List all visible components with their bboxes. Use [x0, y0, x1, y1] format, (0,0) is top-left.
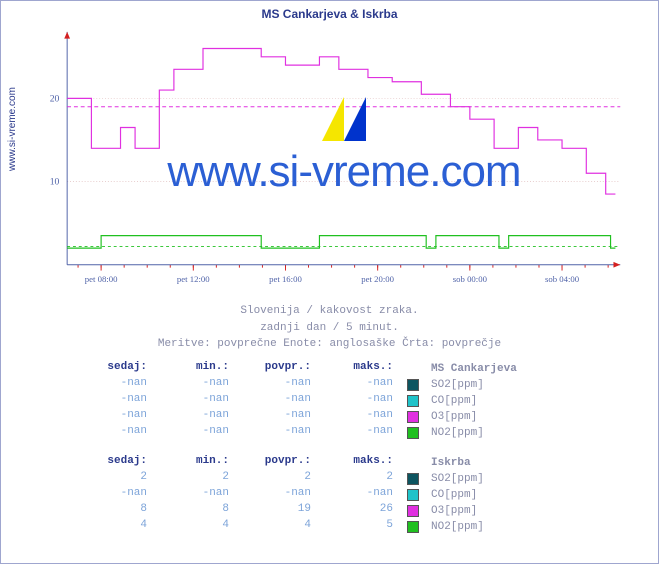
caption-line: Meritve: povprečne Enote: anglosaške Črt… — [1, 336, 658, 353]
stat-value: -nan — [235, 487, 317, 503]
svg-text:pet 16:00: pet 16:00 — [269, 274, 302, 284]
plot-area: 1020pet 08:00pet 12:00pet 16:00pet 20:00… — [59, 27, 629, 267]
color-swatch — [407, 411, 419, 423]
stat-value: -nan — [235, 425, 317, 441]
station-name: MS Cankarjeva — [425, 361, 523, 377]
svg-text:10: 10 — [50, 176, 60, 187]
stat-value: -nan — [153, 409, 235, 425]
svg-text:pet 20:00: pet 20:00 — [361, 274, 394, 284]
stat-value: 4 — [235, 519, 317, 535]
stat-value: 4 — [71, 519, 153, 535]
table-row: 881926O3[ppm] — [71, 503, 490, 519]
stat-value: -nan — [235, 409, 317, 425]
stat-value: -nan — [71, 377, 153, 393]
stats-table: sedaj:min.:povpr.:maks.:Iskrba2222SO2[pp… — [71, 455, 490, 535]
stats-table: sedaj:min.:povpr.:maks.: MS Cankarjeva -na… — [71, 361, 523, 441]
stat-value: 2 — [317, 471, 399, 487]
table-row: -nan-nan-nan-nanNO2[ppm] — [71, 425, 523, 441]
caption-line: zadnji dan / 5 minut. — [1, 320, 658, 337]
stats-tables: sedaj:min.:povpr.:maks.:MS Cankarjeva-na… — [71, 361, 523, 549]
color-swatch — [407, 379, 419, 391]
color-swatch — [407, 427, 419, 439]
col-header: povpr.: — [235, 455, 317, 471]
stat-value: -nan — [235, 393, 317, 409]
stat-value: 2 — [71, 471, 153, 487]
table-row: -nan-nan-nan-nanCO[ppm] — [71, 487, 490, 503]
stat-value: -nan — [317, 425, 399, 441]
color-swatch — [407, 521, 419, 533]
color-swatch — [407, 489, 419, 501]
col-header: sedaj: — [71, 455, 153, 471]
col-header: min.: — [153, 455, 235, 471]
table-row: 2222SO2[ppm] — [71, 471, 490, 487]
stat-value: -nan — [153, 377, 235, 393]
caption-block: Slovenija / kakovost zraka.zadnji dan / … — [1, 303, 658, 353]
series-label: SO2[ppm] — [425, 471, 490, 487]
series-label: SO2[ppm] — [425, 377, 523, 393]
y-axis-label: www.si-vreme.com — [7, 87, 18, 171]
stat-value: -nan — [317, 409, 399, 425]
stat-value: -nan — [153, 425, 235, 441]
series-label: CO[ppm] — [425, 487, 490, 503]
col-header: maks.: — [317, 455, 399, 471]
series-label: O3[ppm] — [425, 503, 490, 519]
stat-value: 2 — [153, 471, 235, 487]
stat-value: -nan — [153, 487, 235, 503]
svg-text:sob 00:00: sob 00:00 — [453, 274, 488, 284]
col-header: min.: — [153, 361, 235, 377]
col-header: sedaj: — [71, 361, 153, 377]
stat-value: 26 — [317, 503, 399, 519]
stat-value: -nan — [235, 377, 317, 393]
chart-container: MS Cankarjeva & Iskrba www.si-vreme.com … — [0, 0, 659, 564]
svg-text:pet 08:00: pet 08:00 — [85, 274, 118, 284]
stat-value: -nan — [71, 393, 153, 409]
series-label: NO2[ppm] — [425, 425, 523, 441]
stat-value: -nan — [71, 487, 153, 503]
col-header: povpr.: — [235, 361, 317, 377]
col-header: maks.: — [317, 361, 399, 377]
stat-value: -nan — [71, 425, 153, 441]
series-label: CO[ppm] — [425, 393, 523, 409]
color-swatch — [407, 505, 419, 517]
station-name: Iskrba — [425, 455, 490, 471]
stat-value: -nan — [153, 393, 235, 409]
stat-value: 5 — [317, 519, 399, 535]
svg-text:sob 04:00: sob 04:00 — [545, 274, 580, 284]
svg-text:pet 12:00: pet 12:00 — [177, 274, 210, 284]
series-label: O3[ppm] — [425, 409, 523, 425]
chart-title: MS Cankarjeva & Iskrba — [1, 7, 658, 21]
stat-value: -nan — [317, 487, 399, 503]
stat-value: 4 — [153, 519, 235, 535]
table-row: -nan-nan-nan-nanSO2[ppm] — [71, 377, 523, 393]
stat-value: 19 — [235, 503, 317, 519]
color-swatch — [407, 473, 419, 485]
stat-value: 2 — [235, 471, 317, 487]
table-row: -nan-nan-nan-nanCO[ppm] — [71, 393, 523, 409]
stat-value: -nan — [71, 409, 153, 425]
table-row: -nan-nan-nan-nanO3[ppm] — [71, 409, 523, 425]
stat-value: 8 — [71, 503, 153, 519]
stat-value: 8 — [153, 503, 235, 519]
caption-line: Slovenija / kakovost zraka. — [1, 303, 658, 320]
series-label: NO2[ppm] — [425, 519, 490, 535]
stat-value: -nan — [317, 393, 399, 409]
color-swatch — [407, 395, 419, 407]
stat-value: -nan — [317, 377, 399, 393]
table-row: 4445NO2[ppm] — [71, 519, 490, 535]
svg-text:20: 20 — [50, 93, 60, 104]
